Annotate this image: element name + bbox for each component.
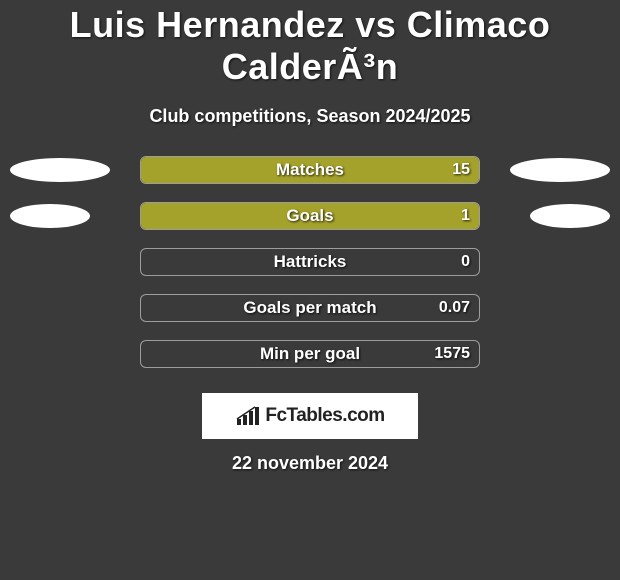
bar-track xyxy=(140,248,480,276)
logo-text: FcTables.com xyxy=(265,405,384,427)
bar-track xyxy=(140,340,480,368)
bar-track xyxy=(140,156,480,184)
ellipse-left xyxy=(10,158,110,182)
page-title: Luis Hernandez vs Climaco CalderÃ³n xyxy=(0,4,620,88)
stat-row: Hattricks0 xyxy=(0,247,620,293)
bar-fill xyxy=(141,203,479,229)
ellipse-right xyxy=(530,204,610,228)
stats-container: Matches15Goals1Hattricks0Goals per match… xyxy=(0,155,620,385)
bar-track xyxy=(140,294,480,322)
bar-fill xyxy=(141,157,479,183)
barchart-icon xyxy=(235,405,261,427)
stat-row: Min per goal1575 xyxy=(0,339,620,385)
stat-row: Goals1 xyxy=(0,201,620,247)
stat-row: Matches15 xyxy=(0,155,620,201)
subtitle: Club competitions, Season 2024/2025 xyxy=(0,106,620,127)
ellipse-right xyxy=(510,158,610,182)
stat-row: Goals per match0.07 xyxy=(0,293,620,339)
bar-track xyxy=(140,202,480,230)
date-text: 22 november 2024 xyxy=(0,453,620,474)
logo-box: FcTables.com xyxy=(202,393,418,439)
ellipse-left xyxy=(10,204,90,228)
